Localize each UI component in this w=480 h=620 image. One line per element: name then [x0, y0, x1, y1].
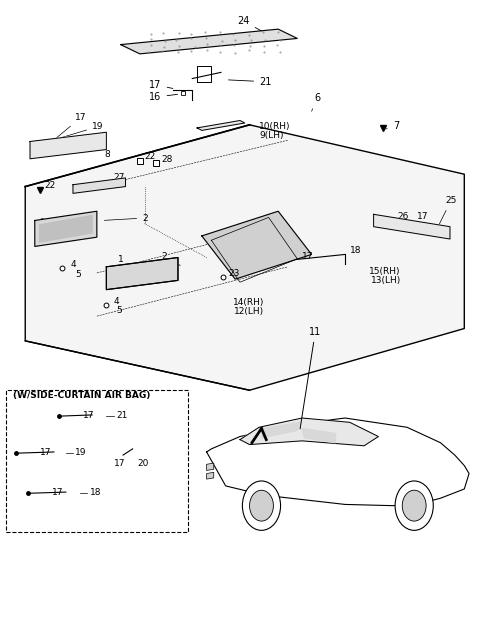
Text: 23: 23	[228, 269, 240, 278]
Circle shape	[402, 490, 426, 521]
Text: 4: 4	[114, 297, 119, 306]
Circle shape	[250, 490, 274, 521]
Text: 7: 7	[386, 121, 399, 131]
Polygon shape	[373, 215, 450, 239]
Text: 19: 19	[61, 122, 104, 138]
Text: 6: 6	[312, 94, 320, 111]
Text: 14(RH): 14(RH)	[233, 298, 264, 307]
Text: 3: 3	[39, 218, 45, 227]
Text: 9(LH): 9(LH)	[259, 131, 284, 140]
Text: 18: 18	[90, 488, 101, 497]
Polygon shape	[39, 216, 92, 242]
Text: 20: 20	[429, 224, 440, 233]
Text: 10(RH): 10(RH)	[248, 122, 290, 131]
Text: 8: 8	[104, 150, 110, 159]
Text: 4: 4	[71, 260, 76, 269]
Text: 15(RH): 15(RH)	[369, 267, 400, 276]
Polygon shape	[35, 211, 97, 246]
Polygon shape	[262, 422, 300, 438]
Text: 22: 22	[44, 181, 56, 190]
Text: 17: 17	[51, 488, 63, 497]
Polygon shape	[202, 211, 312, 279]
Text: 17: 17	[149, 80, 173, 90]
Text: 2: 2	[161, 252, 180, 265]
Text: 28: 28	[161, 155, 173, 164]
Text: 21: 21	[116, 411, 127, 420]
Text: 1: 1	[118, 255, 124, 264]
Polygon shape	[240, 418, 378, 446]
Text: 27: 27	[114, 174, 125, 182]
Polygon shape	[206, 463, 214, 471]
Polygon shape	[197, 120, 245, 130]
Text: 11: 11	[300, 327, 322, 429]
Text: 2: 2	[104, 213, 148, 223]
Text: 16: 16	[90, 144, 101, 153]
Text: 17: 17	[39, 448, 51, 457]
Text: 25: 25	[439, 196, 456, 224]
Polygon shape	[25, 125, 464, 390]
Text: 17: 17	[417, 211, 428, 221]
Polygon shape	[120, 29, 297, 54]
Text: 26: 26	[397, 211, 409, 221]
Text: 20: 20	[137, 459, 149, 467]
Polygon shape	[302, 428, 336, 443]
FancyBboxPatch shape	[6, 390, 188, 532]
Text: 17: 17	[51, 113, 87, 142]
Polygon shape	[206, 418, 469, 506]
Text: 17: 17	[114, 459, 125, 467]
Polygon shape	[30, 132, 107, 159]
Text: 18: 18	[350, 246, 361, 255]
Circle shape	[395, 481, 433, 530]
Polygon shape	[206, 472, 214, 479]
Polygon shape	[73, 178, 125, 193]
Text: 12(LH): 12(LH)	[234, 308, 264, 316]
Text: 5: 5	[116, 306, 121, 315]
Text: 24: 24	[238, 16, 262, 31]
Text: 17: 17	[302, 252, 313, 261]
Circle shape	[242, 481, 281, 530]
Text: 17: 17	[83, 411, 94, 420]
Text: (W/SIDE-CURTAIN AIR BAG): (W/SIDE-CURTAIN AIR BAG)	[13, 391, 151, 400]
Text: 21: 21	[228, 77, 272, 87]
Text: 19: 19	[75, 448, 87, 457]
Polygon shape	[107, 257, 178, 290]
Text: 13(LH): 13(LH)	[371, 277, 401, 285]
Text: 22: 22	[144, 152, 156, 161]
Text: 5: 5	[75, 270, 81, 279]
Text: 16: 16	[149, 92, 178, 102]
